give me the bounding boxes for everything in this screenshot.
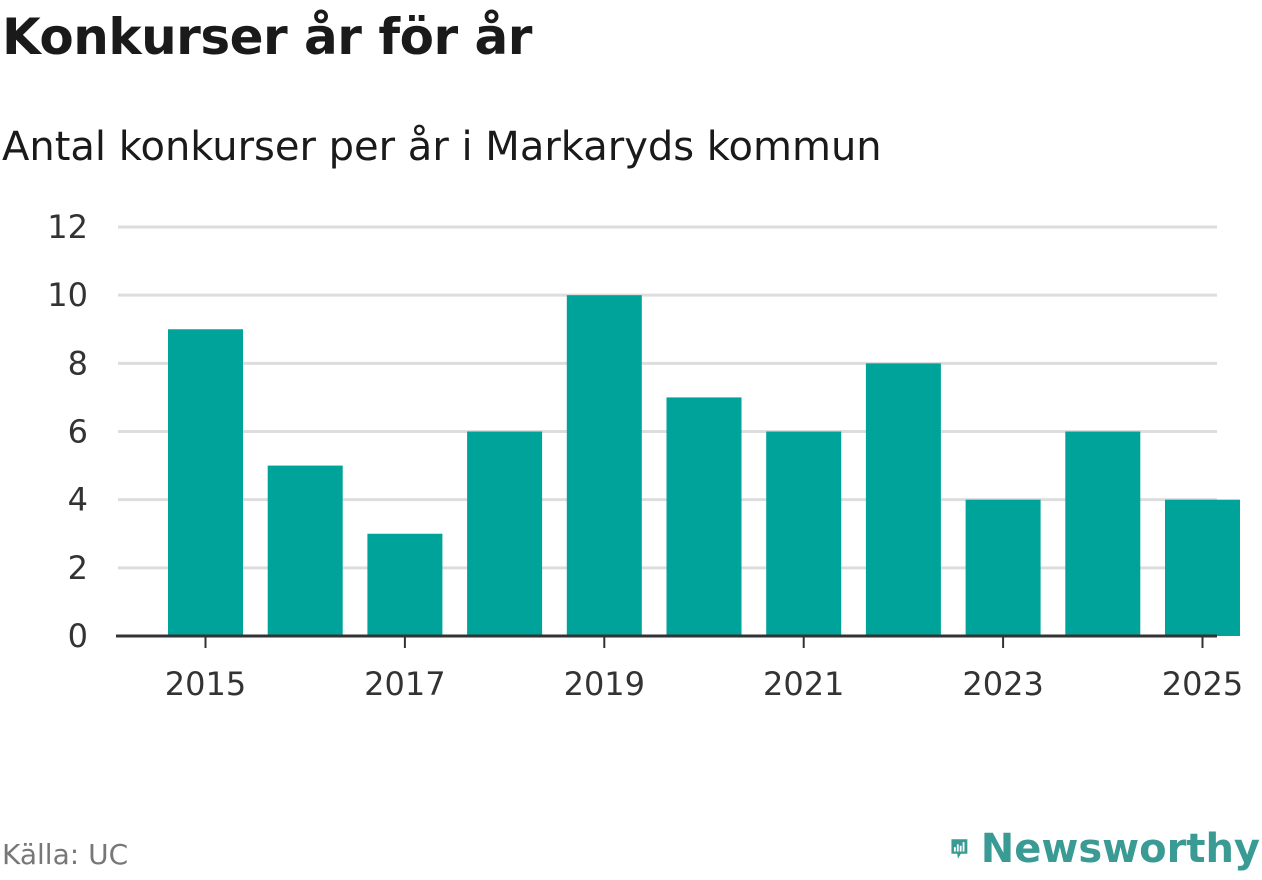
bar-chart: 0 2 4 6 8 10 12 2015 2017 2019 2021 2023 2025 <box>47 208 1243 703</box>
bar-2023 <box>965 499 1041 636</box>
brand-logo: Newsworthy <box>950 818 1260 880</box>
x-tick-label: 2023 <box>962 665 1043 703</box>
chart-subtitle: Antal konkurser per år i Markaryds kommu… <box>2 124 882 170</box>
bar-2019 <box>566 295 642 636</box>
bar-2017 <box>367 533 443 636</box>
x-tick-label: 2015 <box>165 665 246 703</box>
y-tick-label: 10 <box>47 276 88 314</box>
x-tick-label: 2019 <box>564 665 645 703</box>
brand-name: Newsworthy <box>980 826 1260 872</box>
axes <box>116 634 1217 648</box>
chart-title: Konkurser år för år <box>2 8 532 66</box>
bar-2016 <box>267 465 343 636</box>
x-tick-label: 2025 <box>1162 665 1243 703</box>
bar-2022 <box>865 363 941 636</box>
bar-2024 <box>1065 431 1141 636</box>
y-tick-label: 0 <box>68 617 88 655</box>
y-tick-label: 12 <box>47 208 88 246</box>
bar-2021 <box>766 431 842 636</box>
x-tick-label: 2017 <box>364 665 445 703</box>
bar-2018 <box>467 431 543 636</box>
y-tick-label: 2 <box>68 549 88 587</box>
y-tick-label: 8 <box>68 344 88 382</box>
newsworthy-logo-icon <box>951 839 968 859</box>
bar-2015 <box>168 329 243 636</box>
source-note: Källa: UC <box>2 838 129 871</box>
bar-2025 <box>1165 499 1240 636</box>
y-tick-label: 6 <box>68 413 88 451</box>
y-tick-label: 4 <box>68 481 88 519</box>
bars <box>168 295 1240 636</box>
x-tick-label: 2021 <box>763 665 844 703</box>
bar-2020 <box>666 397 742 636</box>
tick-labels: 0 2 4 6 8 10 12 2015 2017 2019 2021 2023 2025 <box>47 208 1243 703</box>
